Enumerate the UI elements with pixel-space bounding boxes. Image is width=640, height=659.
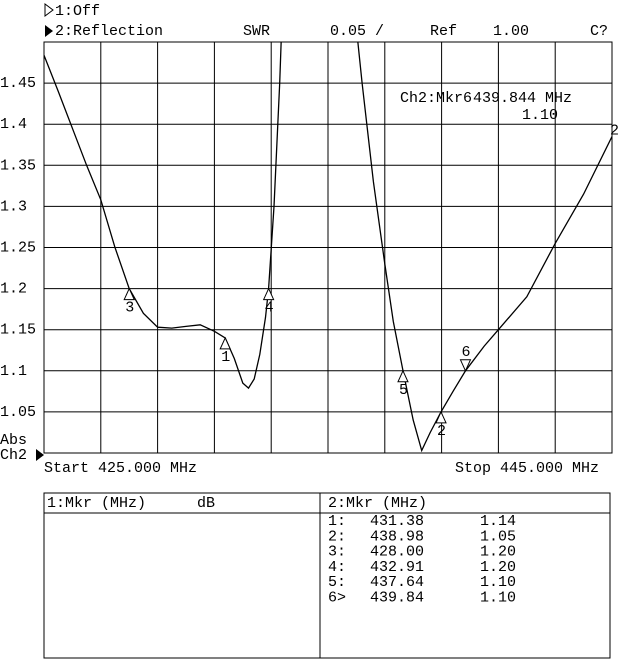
- ch2-status: 2:Reflection: [55, 23, 163, 40]
- y-tick-label: 1.05: [0, 404, 36, 421]
- y-tick-label: 1.45: [0, 75, 36, 92]
- y-tick-label: 1.15: [0, 322, 36, 339]
- table-cell: 1.05: [480, 528, 516, 545]
- channel-label: Ch2: [0, 447, 27, 464]
- marker-label: 5: [399, 382, 408, 399]
- marker: [123, 287, 135, 301]
- marker-label: 1: [221, 349, 230, 366]
- table-cell: 3:: [328, 544, 346, 561]
- trace: [44, 42, 612, 453]
- table-cell: 438.98: [370, 528, 424, 545]
- ref-value: 1.00: [493, 23, 529, 40]
- marker-label: 3: [125, 300, 134, 317]
- marker: [435, 410, 447, 424]
- ch1-status: 1:Off: [55, 3, 100, 20]
- ref-label: Ref: [430, 23, 457, 40]
- table-cell: 5:: [328, 574, 346, 591]
- table-header: 2:Mkr (MHz): [328, 495, 427, 512]
- annotation-marker: Ch2:Mkr6: [400, 90, 472, 107]
- annotation-freq: 439.844 MHz: [473, 90, 572, 107]
- status: C?: [590, 23, 608, 40]
- table-cell: 1:: [328, 513, 346, 530]
- table-header: 1:Mkr (MHz): [47, 495, 146, 512]
- format: SWR: [243, 23, 270, 40]
- y-tick-label: 1.1: [0, 363, 27, 380]
- ch2-indicator: [45, 25, 53, 37]
- table-cell: 1.20: [480, 559, 516, 576]
- table-cell: 6>: [328, 589, 346, 606]
- start-freq: Start 425.000 MHz: [44, 460, 197, 477]
- ref-pointer: [36, 449, 44, 461]
- marker: [397, 369, 409, 383]
- table-cell: 439.84: [370, 589, 424, 606]
- table-cell: 432.91: [370, 559, 424, 576]
- marker: [459, 359, 472, 373]
- table-cell: 4:: [328, 559, 346, 576]
- marker-table: [43, 492, 611, 659]
- marker: [219, 336, 231, 350]
- table-cell: 437.64: [370, 574, 424, 591]
- y-label: Abs: [0, 432, 27, 449]
- table-cell: 2:: [328, 528, 346, 545]
- y-tick-label: 1.2: [0, 281, 27, 298]
- stop-freq: Stop 445.000 MHz: [455, 460, 599, 477]
- table-header: dB: [197, 495, 215, 512]
- trace-label: 2: [610, 122, 619, 139]
- annotation-value: 1.10: [522, 107, 558, 124]
- ch1-indicator: [44, 3, 54, 17]
- y-tick-label: 1.35: [0, 157, 36, 174]
- scale: 0.05 /: [330, 23, 384, 40]
- marker: [262, 287, 275, 301]
- marker-label: 2: [437, 423, 446, 440]
- table-cell: 1.20: [480, 544, 516, 561]
- y-tick-label: 1.3: [0, 198, 27, 215]
- table-cell: 1.10: [480, 589, 516, 606]
- y-tick-label: 1.4: [0, 116, 27, 133]
- marker-label: 6: [461, 344, 470, 361]
- y-tick-label: 1.25: [0, 239, 36, 256]
- table-cell: 428.00: [370, 544, 424, 561]
- table-cell: 431.38: [370, 513, 424, 530]
- marker-label: 4: [265, 300, 274, 317]
- table-cell: 1.14: [480, 513, 516, 530]
- table-cell: 1.10: [480, 574, 516, 591]
